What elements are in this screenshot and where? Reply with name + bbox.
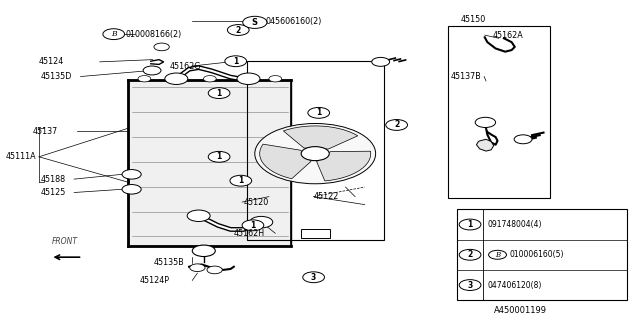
Circle shape (308, 108, 330, 118)
Circle shape (207, 266, 222, 274)
Text: 010006160(5): 010006160(5) (509, 250, 564, 259)
Circle shape (488, 250, 506, 259)
Text: 1: 1 (238, 176, 243, 185)
Circle shape (460, 280, 481, 291)
Text: 3: 3 (467, 281, 473, 290)
Polygon shape (317, 151, 371, 181)
Circle shape (255, 124, 376, 184)
Circle shape (236, 76, 249, 82)
Circle shape (237, 73, 260, 84)
Circle shape (192, 245, 215, 257)
Text: 1: 1 (233, 57, 238, 66)
Circle shape (225, 56, 246, 67)
Text: 010008166(2): 010008166(2) (125, 30, 182, 39)
Circle shape (250, 216, 273, 228)
Text: 45150: 45150 (461, 15, 486, 24)
Circle shape (372, 57, 390, 66)
Circle shape (143, 66, 161, 75)
Text: 1: 1 (216, 152, 221, 161)
Bar (458, 209, 627, 300)
Circle shape (301, 147, 329, 161)
Circle shape (242, 220, 264, 231)
Circle shape (460, 219, 481, 230)
Circle shape (230, 175, 252, 186)
Circle shape (204, 76, 216, 82)
Text: 3: 3 (311, 273, 316, 282)
Circle shape (154, 43, 170, 51)
Circle shape (122, 185, 141, 194)
Text: 45188: 45188 (40, 175, 65, 184)
Text: 45162G: 45162G (170, 61, 202, 70)
Text: 45162H: 45162H (234, 229, 265, 238)
Circle shape (122, 170, 141, 179)
Text: 45111A: 45111A (6, 152, 36, 161)
Circle shape (171, 76, 184, 82)
Text: 2: 2 (467, 250, 473, 259)
Bar (246, 61, 384, 240)
Bar (301, 229, 330, 238)
Bar (129, 80, 291, 246)
Text: FRONT: FRONT (52, 237, 77, 246)
Circle shape (475, 117, 495, 127)
Text: 2: 2 (236, 26, 241, 35)
Circle shape (138, 76, 151, 82)
Text: S: S (252, 18, 258, 27)
Circle shape (514, 135, 532, 144)
Text: B: B (111, 30, 116, 38)
Text: A450001199: A450001199 (493, 306, 547, 315)
Text: 45135B: 45135B (154, 258, 185, 267)
Text: 1: 1 (216, 89, 221, 98)
Text: 45124: 45124 (39, 57, 64, 66)
Text: 45124P: 45124P (140, 276, 170, 285)
Text: 045606160(2): 045606160(2) (266, 17, 322, 26)
Text: 45122: 45122 (314, 192, 339, 201)
Text: 091748004(4): 091748004(4) (488, 220, 543, 229)
Text: B: B (495, 251, 500, 259)
Circle shape (460, 249, 481, 260)
Text: 1: 1 (250, 221, 255, 230)
Text: 45137: 45137 (33, 127, 58, 136)
Circle shape (103, 29, 125, 40)
Circle shape (386, 120, 408, 130)
Circle shape (208, 151, 230, 162)
Text: 1: 1 (467, 220, 473, 229)
Circle shape (165, 73, 188, 84)
Circle shape (227, 25, 249, 36)
Circle shape (208, 88, 230, 99)
Text: 1: 1 (316, 108, 321, 117)
Text: 047406120(8): 047406120(8) (488, 281, 542, 290)
Text: 45162A: 45162A (492, 31, 523, 40)
Circle shape (269, 76, 282, 82)
Circle shape (187, 210, 210, 221)
Circle shape (243, 16, 267, 28)
Bar (448, 26, 550, 198)
Text: 45120: 45120 (243, 197, 269, 206)
Text: 45137B: 45137B (451, 72, 482, 81)
Text: 2: 2 (394, 120, 399, 130)
Polygon shape (476, 139, 493, 151)
Polygon shape (260, 144, 311, 179)
Text: 45125: 45125 (40, 188, 66, 197)
Text: 45135D: 45135D (40, 72, 72, 81)
Circle shape (303, 272, 324, 283)
Polygon shape (284, 126, 358, 149)
Circle shape (189, 264, 205, 271)
